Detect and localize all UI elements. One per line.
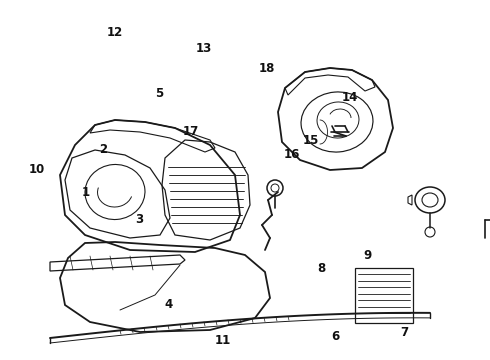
Text: 18: 18 [259, 62, 275, 75]
Text: 13: 13 [195, 42, 212, 55]
Text: 8: 8 [317, 262, 325, 275]
Text: 2: 2 [99, 143, 107, 156]
Text: 9: 9 [364, 249, 371, 262]
Text: 12: 12 [107, 26, 123, 39]
Text: 10: 10 [28, 163, 45, 176]
Text: 3: 3 [136, 213, 144, 226]
Text: 16: 16 [283, 148, 300, 161]
Text: 5: 5 [155, 87, 163, 100]
Text: 4: 4 [165, 298, 173, 311]
Text: 1: 1 [82, 186, 90, 199]
Text: 6: 6 [332, 330, 340, 343]
Text: 11: 11 [215, 334, 231, 347]
Text: 14: 14 [342, 91, 359, 104]
Text: 15: 15 [303, 134, 319, 147]
Text: 17: 17 [183, 125, 199, 138]
Text: 7: 7 [400, 327, 408, 339]
